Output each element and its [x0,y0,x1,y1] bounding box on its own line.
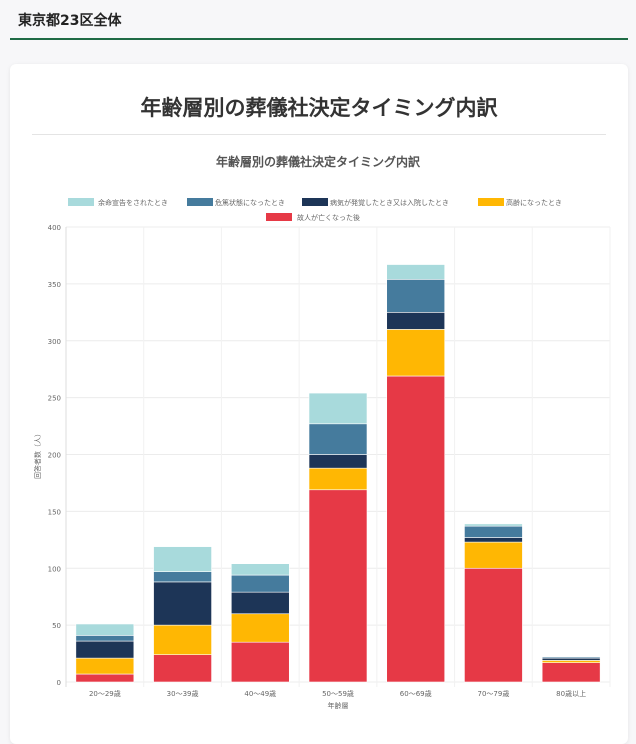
bar-segment [153,581,212,626]
bar-segment [308,392,368,425]
y-tick-label: 100 [48,565,61,573]
section-title: 東京都23区全体 [18,13,122,29]
bar-segment [308,423,368,455]
bar-segment [464,537,523,543]
y-tick-label: 50 [52,622,61,630]
bar-segment [308,489,368,683]
legend-label: 病気が発覚したとき又は入院したとき [330,198,449,207]
x-tick-label: 20〜29歳 [89,689,121,698]
legend-swatch [187,198,213,206]
bar-segment [75,657,135,675]
x-tick-label: 40〜49歳 [244,689,276,698]
bar-segment [464,567,523,683]
y-tick-label: 150 [48,508,61,516]
bar-segment [464,541,523,569]
bar-segment [75,673,135,683]
y-tick-label: 250 [48,395,61,403]
legend-swatch [302,198,328,206]
bar-segment [386,375,446,683]
bar-segment [230,641,290,683]
y-tick-label: 0 [57,679,61,687]
x-tick-label: 70〜79歳 [478,689,510,698]
legend-label: 危篤状態になったとき [215,198,285,207]
legend-label: 故人が亡くなった後 [297,213,360,222]
bar-segment [230,563,290,576]
bar-segment [75,623,135,636]
x-tick-label: 50〜59歳 [322,689,354,698]
card-title: 年齢層別の葬儀社決定タイミング内訳 [140,96,498,120]
section-header: 東京都23区全体 [10,0,628,40]
bar-segment [308,467,368,491]
bar-segment [153,654,212,683]
y-tick-label: 200 [48,452,61,460]
bar-segment [386,279,446,313]
legend-swatch [478,198,504,206]
bar-segment [541,662,601,683]
bar-segment [464,523,523,527]
bar-segment [153,571,212,583]
bar-segment [153,546,212,572]
x-axis-label: 年齢層 [328,701,349,710]
bar-segment [541,656,601,659]
bar-segment [386,329,446,377]
bar-segment [230,574,290,593]
divider [32,134,606,135]
bar-segment [464,525,523,538]
bar-segment [75,640,135,659]
y-tick-label: 300 [48,338,61,346]
y-tick-label: 350 [48,281,61,289]
y-axis-label: 回答者数（人） [33,430,42,479]
x-tick-label: 80歳以上 [556,689,586,698]
bar-segment [153,624,212,656]
y-tick-label: 400 [48,224,61,232]
legend-swatch [266,213,292,221]
bar-segment [230,591,290,615]
x-tick-label: 60〜69歳 [400,689,432,698]
legend-label: 高齢になったとき [506,198,562,207]
bar-segment [75,635,135,642]
bar-segment [308,454,368,469]
legend-swatch [68,198,94,206]
bar-segment [386,312,446,330]
legend-label: 余命宣告をされたとき [98,198,168,207]
chart-title: 年齢層別の葬儀社決定タイミング内訳 [216,154,421,169]
x-tick-label: 30〜39歳 [167,689,199,698]
bar-segment [541,657,601,661]
bar-segment [230,613,290,643]
bar-segment [386,264,446,280]
bar-segment [541,660,601,663]
